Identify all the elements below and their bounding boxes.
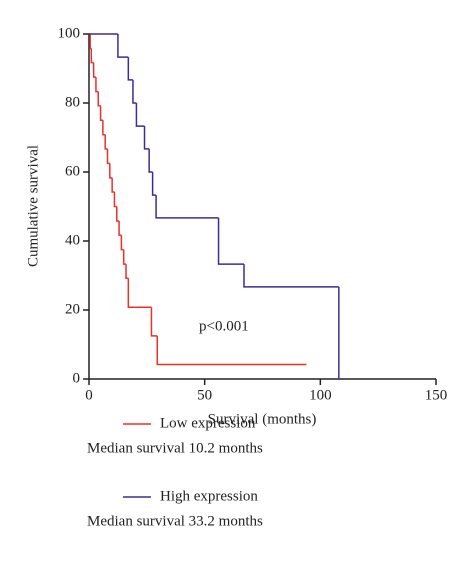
survival-step [106, 148, 110, 165]
survival-step [118, 220, 122, 236]
x-tick-label: 150 [425, 387, 448, 403]
legend-label: High expression [160, 488, 258, 504]
survival-step [97, 91, 101, 107]
survival-step [89, 34, 92, 50]
legend-median: Median survival 10.2 months [87, 440, 263, 456]
y-tick-label: 80 [65, 94, 80, 110]
survival-step [104, 134, 108, 150]
survival-step [90, 48, 94, 64]
survival-step [156, 335, 307, 366]
survival-step [109, 163, 113, 179]
survival-step [217, 217, 244, 265]
survival-step [95, 77, 99, 93]
survival-step [132, 79, 137, 104]
survival-step [127, 278, 152, 308]
survival-step [143, 126, 150, 150]
survival-step [125, 264, 129, 280]
survival-step [120, 235, 124, 251]
survival-step [127, 57, 133, 81]
y-tick-label: 40 [65, 232, 80, 248]
survival-step [155, 195, 219, 219]
survival-step [99, 105, 103, 121]
survival-step [113, 192, 117, 208]
x-tick-label: 50 [197, 387, 212, 403]
survival-step [102, 120, 106, 136]
survival-step [151, 172, 157, 196]
x-tick-label: 100 [309, 387, 332, 403]
survival-step [122, 249, 127, 265]
y-tick-label: 20 [65, 301, 80, 317]
y-tick-label: 60 [65, 163, 80, 179]
survival-step [148, 148, 153, 173]
y-tick-label: 100 [58, 25, 81, 41]
p-value-annotation: p<0.001 [199, 318, 249, 334]
y-axis-label: Cumulative survival [25, 145, 41, 267]
survival-step [135, 103, 145, 127]
survival-step [111, 177, 115, 193]
survival-step [150, 307, 158, 337]
survival-step [92, 62, 96, 78]
legend-median: Median survival 33.2 months [87, 513, 263, 529]
survival-step [117, 34, 129, 58]
x-tick-label: 0 [85, 387, 93, 403]
axes [88, 34, 436, 380]
survival-step [243, 264, 339, 288]
x-axis-label: Survival (months) [208, 411, 317, 427]
legend-label: Low expression [160, 415, 256, 431]
survival-step [116, 206, 120, 222]
y-tick-label: 0 [73, 370, 81, 386]
